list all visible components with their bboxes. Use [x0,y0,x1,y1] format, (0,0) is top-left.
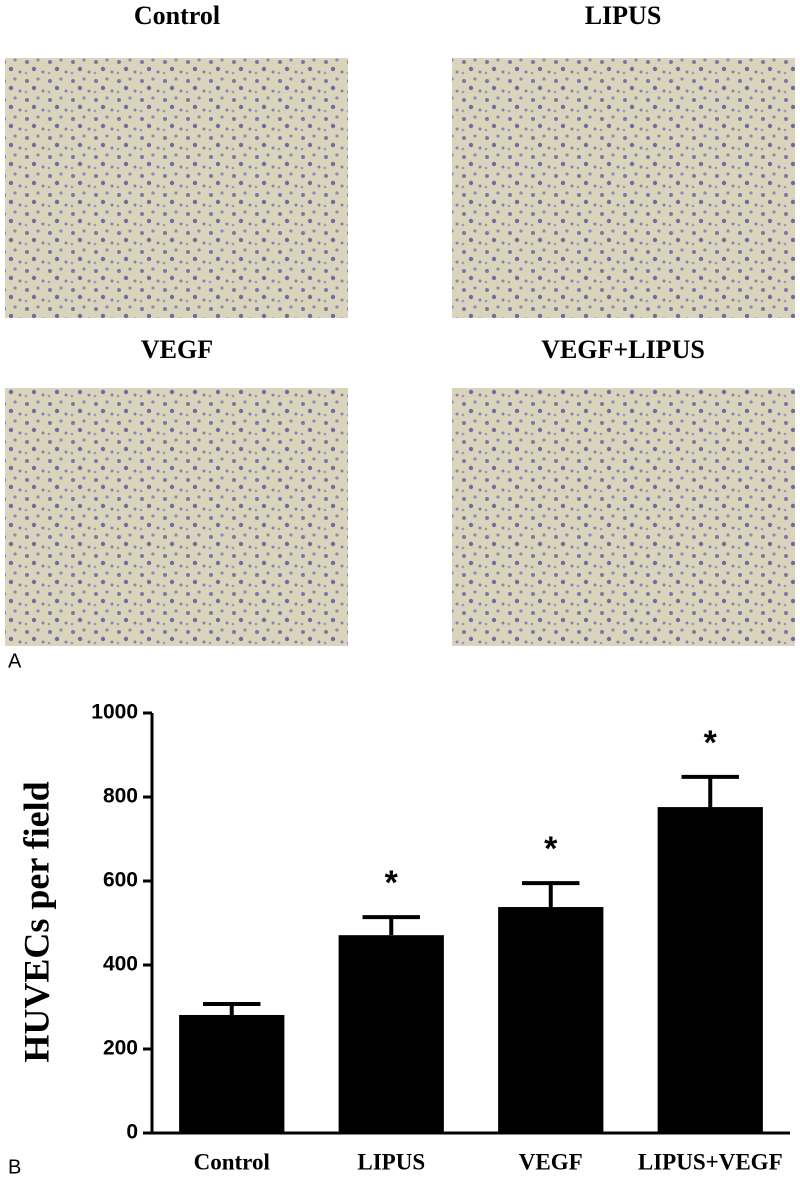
y-tick-label: 0 [126,1121,138,1144]
error-bar [203,1002,261,1015]
y-axis-title: HUVECs per field [16,781,56,1062]
y-tick-label: 1000 [91,701,138,724]
bar [657,807,763,1133]
bar [179,1014,285,1133]
image-title: VEGF+LIPUS [541,335,705,364]
error-bar [681,774,739,808]
panel-label: A [8,650,22,672]
micrograph [452,58,795,318]
image-title: VEGF [141,335,213,364]
micrograph [5,58,348,318]
y-tick-label: 400 [103,953,138,976]
error-bar [522,881,580,908]
x-tick-label: LIPUS [357,1149,425,1174]
significance-mark: * [704,724,718,762]
image-title: LIPUS [585,1,662,30]
bar [498,907,604,1133]
significance-mark: * [544,830,558,868]
panel-label: B [8,1156,21,1178]
bar [338,935,444,1133]
image-title: Control [134,1,220,30]
significance-mark: * [385,864,399,902]
x-tick-label: LIPUS+VEGF [638,1149,783,1174]
error-bar [362,915,420,936]
y-tick-label: 200 [103,1037,138,1060]
y-tick-label: 800 [103,785,138,808]
y-tick-label: 600 [103,869,138,892]
x-tick-label: Control [194,1149,270,1174]
micrograph [5,388,348,646]
micrograph [452,388,795,646]
x-tick-label: VEGF [519,1149,583,1174]
